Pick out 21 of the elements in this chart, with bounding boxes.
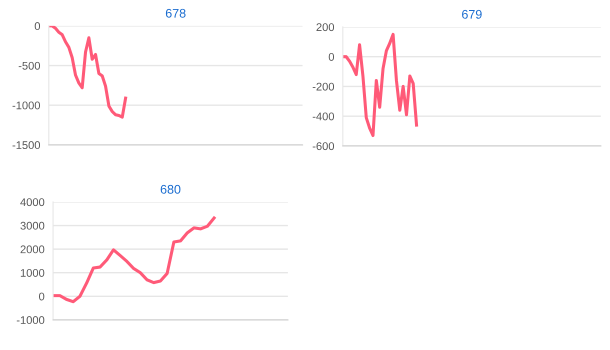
y-tick-label: 0: [34, 22, 40, 30]
y-tick-label: 0: [328, 52, 334, 61]
y-tick-label: -1500: [12, 141, 40, 150]
chart-title: 680: [160, 184, 180, 194]
line-series: [342, 32, 418, 138]
y-tick-label: -1000: [12, 102, 40, 110]
y-tick-label: -600: [312, 142, 334, 150]
y-tick-label: 2000: [20, 245, 44, 254]
y-tick-label: -200: [312, 82, 334, 91]
y-tick-label: 3000: [20, 222, 44, 230]
y-tick-label: -500: [18, 62, 40, 70]
y-tick-label: -400: [312, 112, 334, 120]
chart-title: 678: [166, 8, 186, 18]
line-series: [53, 216, 216, 304]
y-tick-label: 200: [316, 23, 334, 32]
line-series: [48, 26, 128, 119]
chart-title: 679: [462, 10, 482, 19]
y-tick-label: -1000: [16, 316, 44, 324]
y-tick-label: 4000: [20, 198, 44, 206]
y-tick-label: 0: [38, 292, 44, 300]
y-tick-label: 1000: [20, 268, 44, 277]
